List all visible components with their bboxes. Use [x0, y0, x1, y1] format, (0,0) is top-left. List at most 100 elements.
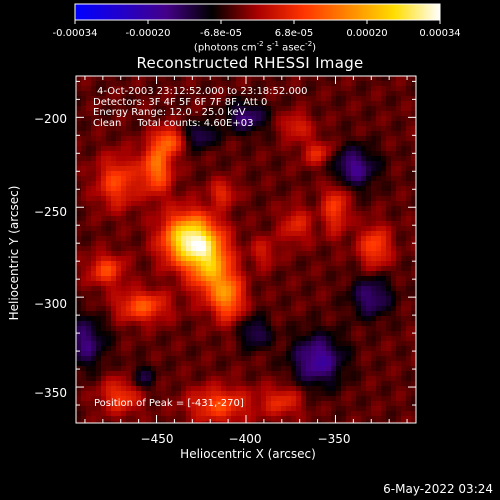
heatmap-cell: [201, 231, 206, 236]
heatmap-cell: [116, 276, 121, 281]
heatmap-cell: [271, 161, 276, 166]
time-range-label: 4-Oct-2003 23:12:52.000 to 23:18:52.000: [97, 86, 308, 97]
heatmap-cell: [196, 221, 201, 226]
heatmap-cell: [191, 356, 196, 361]
heatmap-cell: [326, 386, 331, 391]
heatmap-cell: [136, 416, 141, 421]
heatmap-cell: [286, 151, 291, 156]
heatmap-cell: [226, 106, 231, 111]
heatmap-cell: [276, 241, 281, 246]
heatmap-cell: [136, 121, 141, 126]
heatmap-cell: [141, 106, 146, 111]
heatmap-cell: [156, 316, 161, 321]
heatmap-cell: [116, 141, 121, 146]
heatmap-cell: [346, 316, 351, 321]
heatmap-cell: [331, 331, 336, 336]
heatmap-cell: [326, 301, 331, 306]
heatmap-cell: [106, 76, 111, 81]
heatmap-cell: [176, 316, 181, 321]
heatmap-cell: [356, 241, 361, 246]
heatmap-cell: [391, 226, 396, 231]
heatmap-cell: [346, 171, 351, 176]
heatmap-cell: [206, 311, 211, 316]
heatmap-cell: [231, 156, 236, 161]
heatmap-cell: [121, 301, 126, 306]
heatmap-cell: [326, 281, 331, 286]
heatmap-cell: [226, 151, 231, 156]
heatmap-cell: [181, 166, 186, 171]
heatmap-cell: [331, 111, 336, 116]
heatmap-cell: [126, 391, 131, 396]
heatmap-cell: [276, 131, 281, 136]
heatmap-cell: [226, 231, 231, 236]
heatmap-cell: [131, 281, 136, 286]
heatmap-cell: [281, 96, 286, 101]
heatmap-cell: [276, 321, 281, 326]
heatmap-cell: [231, 416, 236, 421]
heatmap-cell: [221, 156, 226, 161]
heatmap-cell: [341, 366, 346, 371]
heatmap-cell: [281, 146, 286, 151]
heatmap-cell: [276, 91, 281, 96]
heatmap-cell: [406, 401, 411, 406]
heatmap-cell: [161, 266, 166, 271]
heatmap-cell: [176, 361, 181, 366]
heatmap-cell: [136, 331, 141, 336]
heatmap-cell: [116, 281, 121, 286]
heatmap-cell: [401, 121, 406, 126]
heatmap-cell: [116, 366, 121, 371]
heatmap-cell: [226, 96, 231, 101]
heatmap-cell: [406, 321, 411, 326]
heatmap-cell: [281, 131, 286, 136]
heatmap-cell: [346, 136, 351, 141]
heatmap-cell: [376, 156, 381, 161]
heatmap-cell: [206, 306, 211, 311]
heatmap-cell: [306, 306, 311, 311]
heatmap-cell: [361, 281, 366, 286]
heatmap-cell: [251, 306, 256, 311]
heatmap-cell: [216, 281, 221, 286]
heatmap-cell: [396, 371, 401, 376]
heatmap-cell: [101, 211, 106, 216]
heatmap-cell: [151, 171, 156, 176]
heatmap-cell: [326, 356, 331, 361]
heatmap-cell: [186, 276, 191, 281]
heatmap-cell: [296, 256, 301, 261]
heatmap-cell: [196, 386, 201, 391]
heatmap-cell: [111, 121, 116, 126]
heatmap-cell: [186, 301, 191, 306]
heatmap-cell: [156, 261, 161, 266]
heatmap-cell: [176, 331, 181, 336]
heatmap-cell: [336, 391, 341, 396]
heatmap-cell: [356, 186, 361, 191]
heatmap-cell: [186, 116, 191, 121]
heatmap-cell: [201, 76, 206, 81]
heatmap-cell: [286, 266, 291, 271]
heatmap-cell: [191, 321, 196, 326]
heatmap-cell: [306, 166, 311, 171]
heatmap-cell: [266, 411, 271, 416]
heatmap-cell: [246, 246, 251, 251]
heatmap-cell: [206, 81, 211, 86]
heatmap-cell: [326, 251, 331, 256]
heatmap-cell: [151, 241, 156, 246]
heatmap-cell: [96, 236, 101, 241]
heatmap-cell: [116, 286, 121, 291]
heatmap-cell: [311, 281, 316, 286]
colorbar-tick-label: -6.8e-05: [200, 28, 242, 39]
heatmap-cell: [316, 146, 321, 151]
heatmap-cell: [276, 291, 281, 296]
heatmap-cell: [376, 246, 381, 251]
heatmap-cell: [356, 86, 361, 91]
heatmap-cell: [361, 301, 366, 306]
heatmap-cell: [96, 371, 101, 376]
heatmap-cell: [111, 271, 116, 276]
heatmap-cell: [311, 246, 316, 251]
heatmap-cell: [271, 381, 276, 386]
heatmap-cell: [326, 336, 331, 341]
heatmap-cell: [116, 206, 121, 211]
heatmap-cell: [396, 121, 401, 126]
heatmap-cell: [141, 246, 146, 251]
heatmap-cell: [156, 241, 161, 246]
heatmap-cell: [161, 236, 166, 241]
